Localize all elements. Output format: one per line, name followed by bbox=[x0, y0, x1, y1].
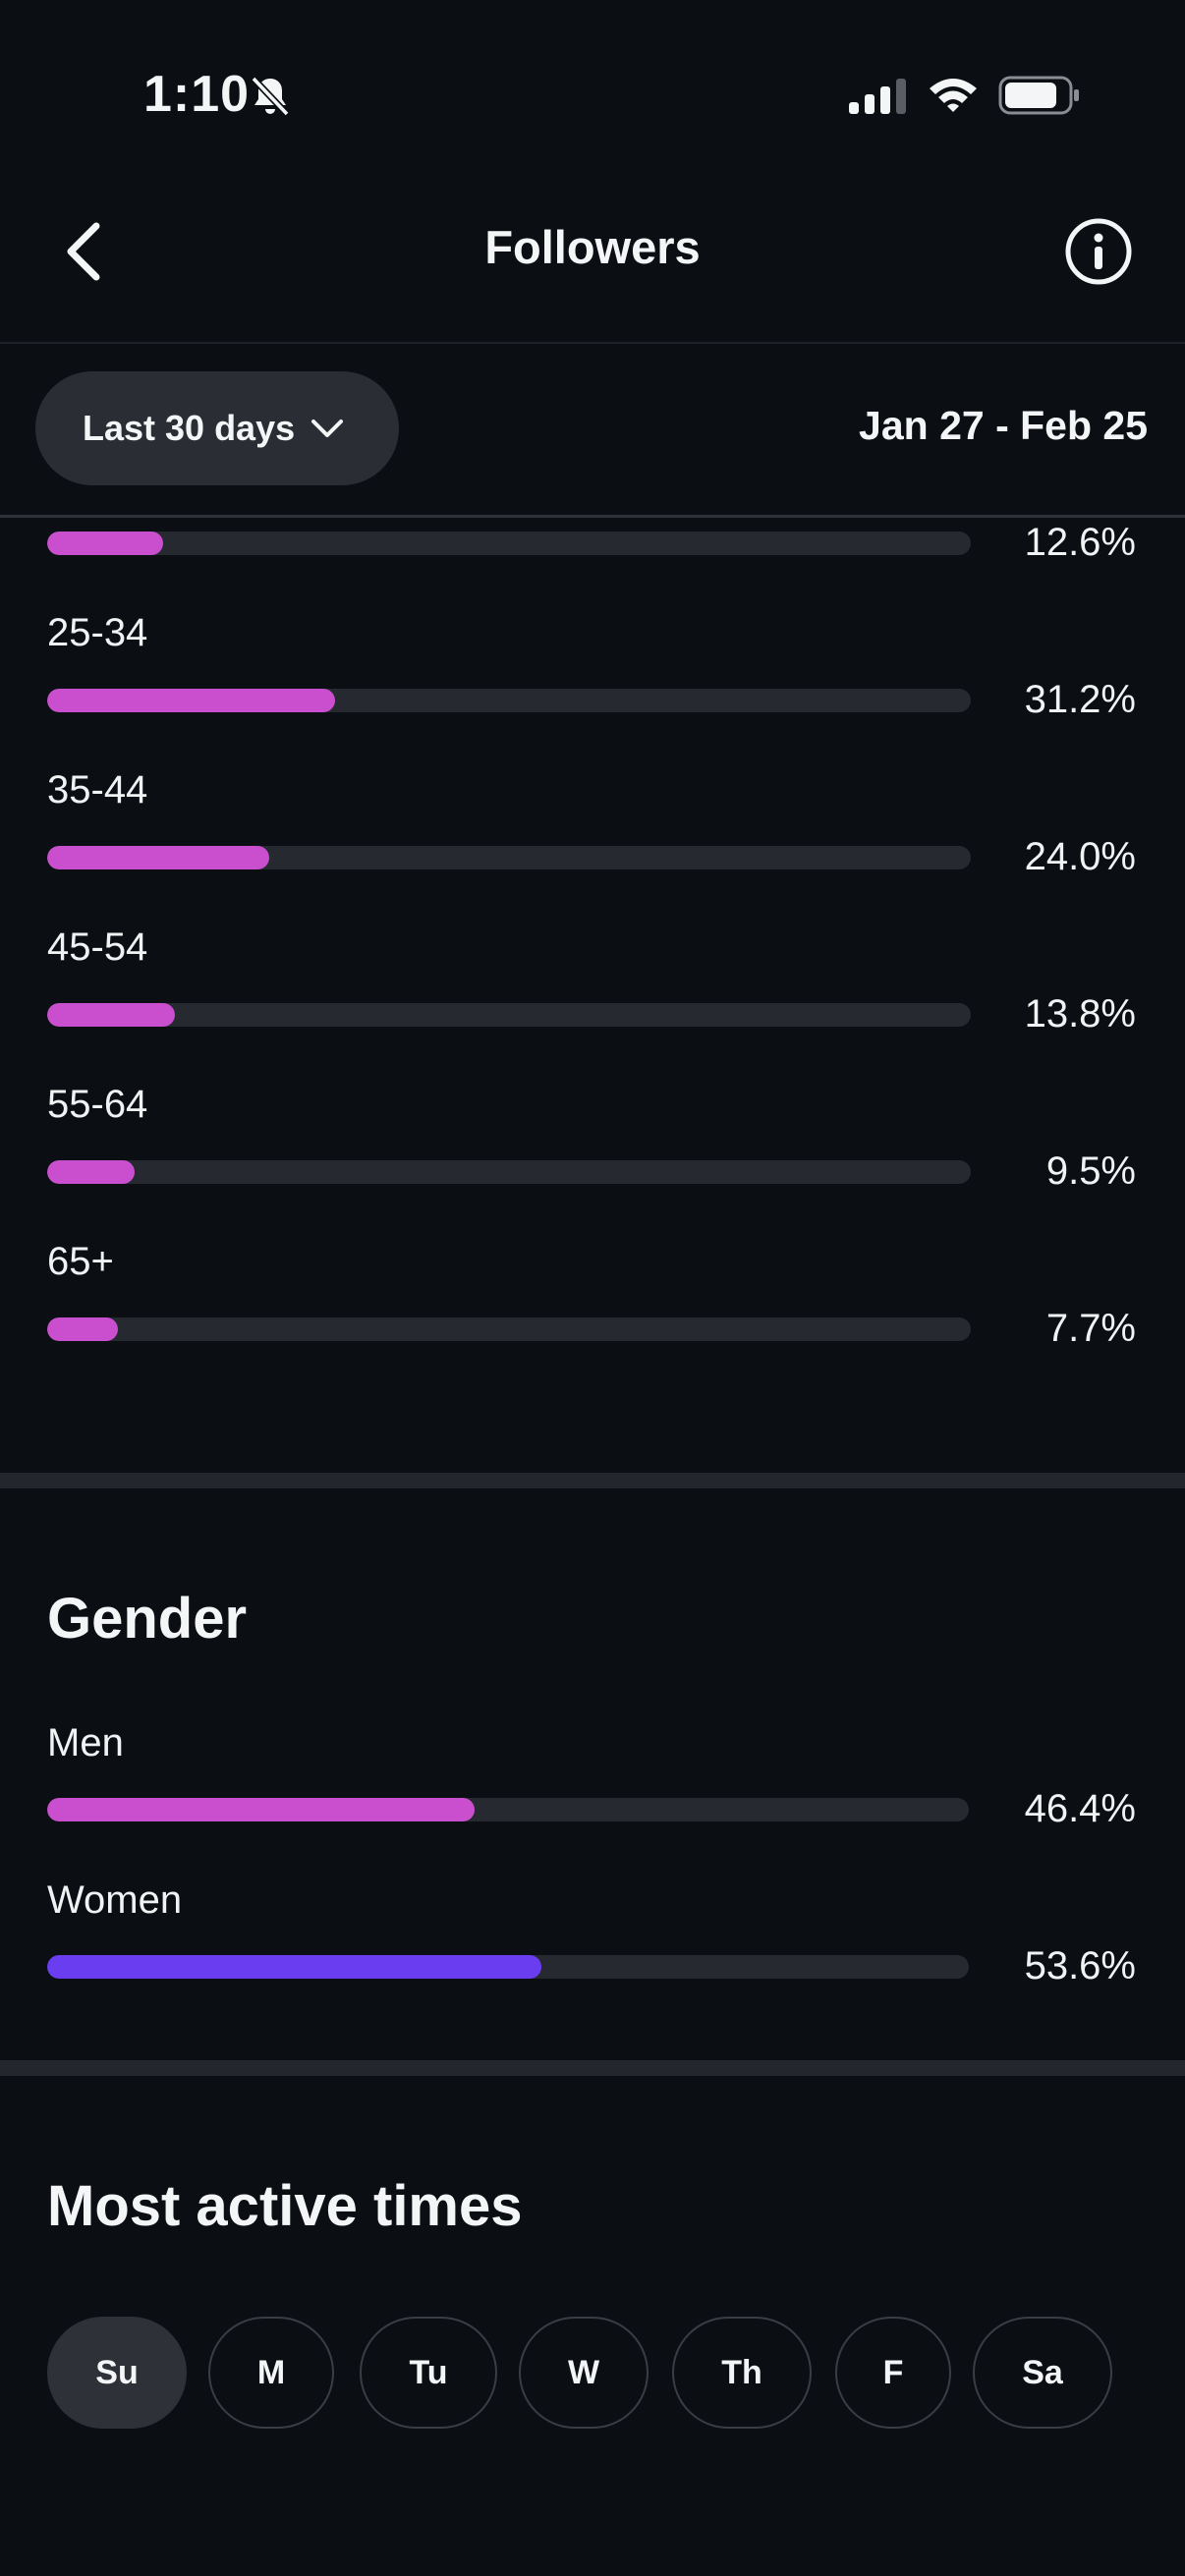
battery-icon bbox=[998, 76, 1079, 115]
wifi-icon bbox=[930, 79, 977, 112]
date-range-dropdown-label: Last 30 days bbox=[83, 408, 296, 448]
age-bar-track bbox=[47, 689, 971, 712]
status-time: 1:10 bbox=[143, 66, 251, 123]
section-separator bbox=[0, 2060, 1185, 2076]
gender-bar-track bbox=[47, 1798, 969, 1821]
active-times-title: Most active times bbox=[47, 2174, 523, 2238]
day-pill-w[interactable]: W bbox=[519, 2317, 649, 2429]
date-range-text: Jan 27 - Feb 25 bbox=[859, 403, 1148, 448]
age-bar-fill bbox=[47, 689, 336, 712]
age-bar-fill bbox=[47, 1160, 136, 1184]
page-title: Followers bbox=[484, 221, 701, 273]
day-pill-f[interactable]: F bbox=[835, 2317, 951, 2429]
age-bar-track bbox=[47, 1317, 971, 1341]
age-bar-track bbox=[47, 1003, 971, 1027]
gender-bar-value: 53.6% bbox=[1024, 1944, 1136, 1988]
info-icon[interactable] bbox=[1063, 216, 1134, 287]
age-bar-track bbox=[47, 532, 971, 555]
age-bar-value: 7.7% bbox=[1045, 1307, 1136, 1350]
age-bar-label: 45-54 bbox=[47, 925, 148, 969]
age-bar-label: 25-34 bbox=[47, 611, 148, 654]
age-bar-label: 55-64 bbox=[47, 1083, 148, 1126]
gender-bar-track bbox=[47, 1955, 969, 1979]
day-pill-sa[interactable]: Sa bbox=[973, 2317, 1112, 2429]
age-bar-value: 9.5% bbox=[1045, 1149, 1136, 1193]
date-range-dropdown[interactable]: Last 30 days bbox=[35, 371, 399, 485]
age-bar-fill bbox=[47, 1317, 119, 1341]
age-bar-value: 24.0% bbox=[1024, 835, 1136, 878]
gender-bar-fill bbox=[47, 1955, 541, 1979]
age-bar-track bbox=[47, 1160, 971, 1184]
cellular-signal-icon bbox=[849, 79, 906, 114]
gender-bar-label: Women bbox=[47, 1878, 183, 1922]
gender-title: Gender bbox=[47, 1587, 248, 1651]
age-bar-value: 12.6% bbox=[1024, 521, 1136, 564]
header-divider bbox=[0, 342, 1185, 344]
day-pill-th[interactable]: Th bbox=[672, 2317, 812, 2429]
header: Followers bbox=[0, 187, 1185, 342]
status-bar: 1:10 bbox=[0, 0, 1185, 187]
age-bar-value: 31.2% bbox=[1024, 678, 1136, 721]
age-bar-fill bbox=[47, 846, 269, 869]
day-pill-tu[interactable]: Tu bbox=[360, 2317, 497, 2429]
day-pill-m[interactable]: M bbox=[208, 2317, 334, 2429]
back-arrow-icon[interactable] bbox=[57, 212, 110, 291]
day-pill-su[interactable]: Su bbox=[47, 2317, 187, 2429]
age-bar-label: 65+ bbox=[47, 1240, 114, 1283]
gender-bar-value: 46.4% bbox=[1024, 1787, 1136, 1830]
chevron-down-icon bbox=[311, 420, 344, 437]
age-bar-value: 13.8% bbox=[1024, 992, 1136, 1036]
filter-divider bbox=[0, 515, 1185, 518]
gender-bar-fill bbox=[47, 1798, 476, 1821]
age-bar-fill bbox=[47, 532, 164, 555]
gender-bar-label: Men bbox=[47, 1721, 124, 1764]
age-bar-track bbox=[47, 846, 971, 869]
bell-slash-icon bbox=[251, 76, 290, 117]
section-separator bbox=[0, 1473, 1185, 1488]
age-bar-fill bbox=[47, 1003, 175, 1027]
age-bar-label: 35-44 bbox=[47, 768, 148, 812]
